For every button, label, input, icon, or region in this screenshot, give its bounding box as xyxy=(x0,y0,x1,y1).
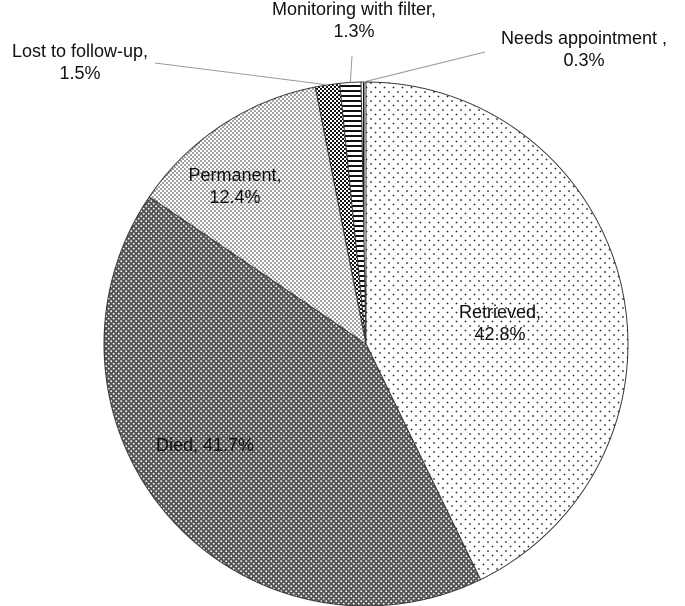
leader-lines xyxy=(154,51,486,86)
pie-slice-permanent xyxy=(148,86,367,346)
slice-label-retrieved: Retrieved, 42.8% xyxy=(459,302,541,344)
slice-label-monitoring-with-filter: Monitoring with filter, 1.3% xyxy=(272,0,436,41)
slice-label-needs-appointment: Needs appointment , 0.3% xyxy=(501,28,667,70)
pie-slice-retrieved xyxy=(365,81,629,581)
slice-label-lost-to-follow-up: Lost to follow-up, 1.5% xyxy=(12,41,148,83)
leader-line-needs-appointment xyxy=(363,51,486,83)
pie-slice-died xyxy=(103,196,482,606)
pie-slices xyxy=(103,81,629,606)
slice-label-permanent: Permanent, 12.4% xyxy=(188,165,281,207)
leader-line-lost-to-follow-up xyxy=(154,62,328,86)
slice-labels: Retrieved, 42.8% Died, 41.7% Permanent, 12.4… xyxy=(12,0,667,455)
slice-label-died: Died, 41.7% xyxy=(156,435,254,455)
leader-line-monitoring-with-filter xyxy=(349,55,353,83)
